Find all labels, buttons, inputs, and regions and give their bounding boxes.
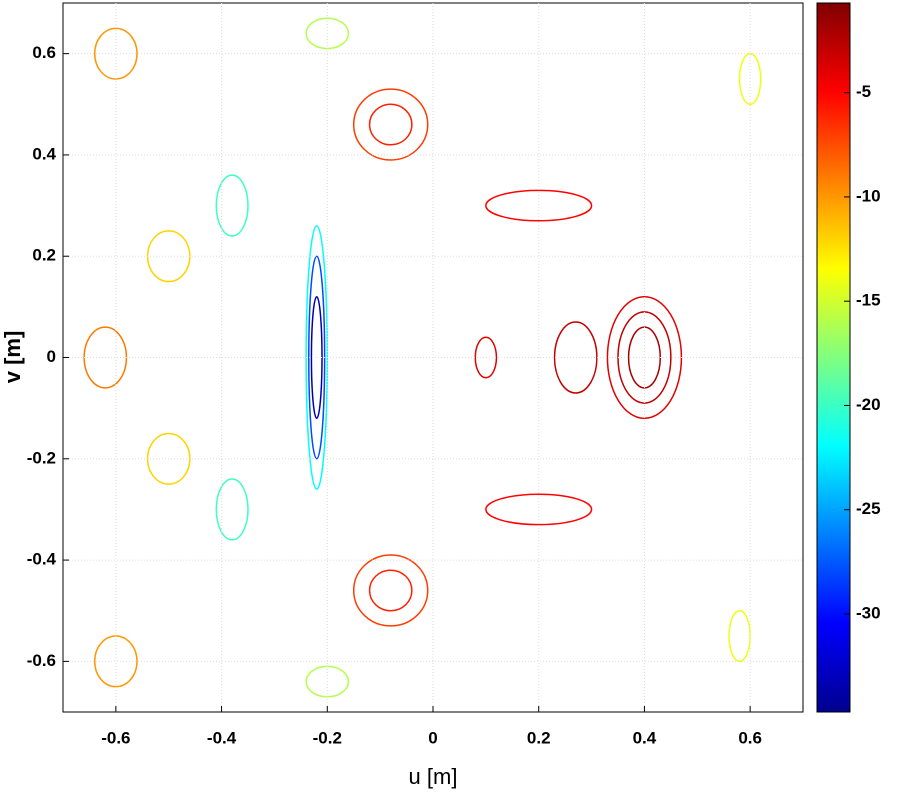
contour-line — [553, 321, 598, 394]
y-tick-label: 0 — [47, 347, 56, 366]
x-tick-label: 0.4 — [633, 728, 657, 747]
colorbar-tick-label: -10 — [856, 186, 881, 205]
x-tick-label: -0.4 — [207, 728, 237, 747]
colorbar-tick-label: -20 — [856, 395, 881, 414]
y-tick-label: 0.6 — [32, 43, 56, 62]
y-tick-label: 0.2 — [32, 246, 56, 265]
colorbar-tick-label: -30 — [856, 603, 881, 622]
contour-line — [485, 493, 593, 526]
colorbar-tick-label: -25 — [856, 499, 881, 518]
y-axis-label: v [m] — [0, 331, 25, 384]
contour-line — [352, 554, 429, 627]
colorbar — [816, 2, 851, 713]
y-tick-label: -0.6 — [27, 651, 56, 670]
contour-line — [352, 88, 429, 161]
contour-line — [474, 336, 498, 379]
contour-line — [215, 478, 249, 541]
colorbar-tick-label: -5 — [856, 82, 871, 101]
colorbar-tick-label: -15 — [856, 291, 881, 310]
x-tick-label: 0 — [428, 728, 437, 747]
y-tick-label: -0.2 — [27, 448, 56, 467]
x-tick-label: -0.6 — [101, 728, 130, 747]
x-tick-label: 0.2 — [527, 728, 551, 747]
contour-line — [215, 174, 249, 237]
x-tick-label: -0.2 — [313, 728, 342, 747]
x-tick-label: 0.6 — [738, 728, 762, 747]
contour-line — [485, 189, 593, 222]
contour-line — [368, 569, 413, 612]
y-tick-label: 0.4 — [32, 144, 56, 163]
contour-line — [368, 103, 413, 146]
contour-line — [310, 295, 323, 420]
y-tick-label: -0.4 — [27, 550, 57, 569]
x-axis-label: u [m] — [409, 764, 458, 789]
